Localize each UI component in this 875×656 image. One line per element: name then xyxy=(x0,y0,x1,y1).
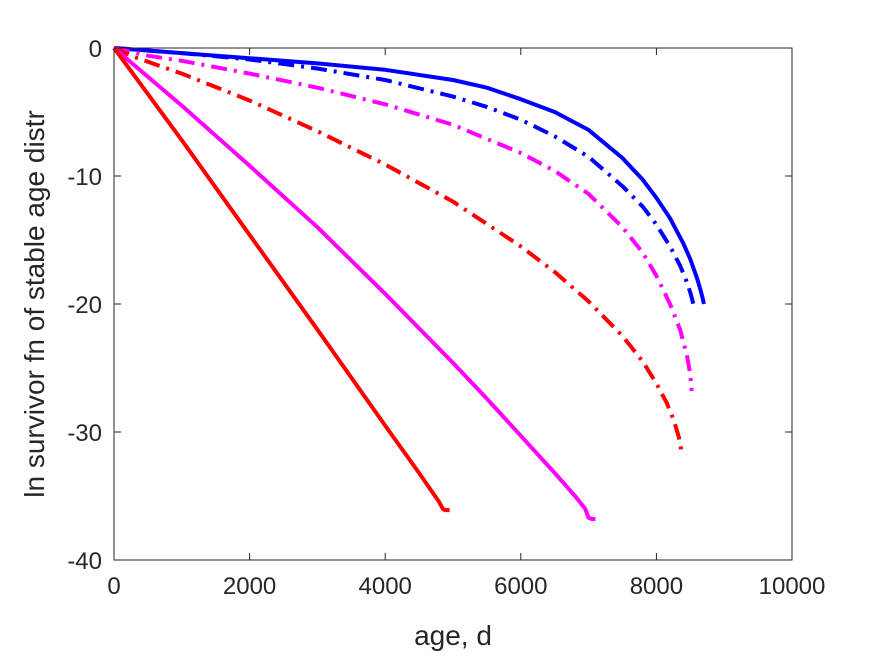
y-tick-label: -30 xyxy=(67,420,102,447)
x-tick-label: 8000 xyxy=(630,573,683,600)
y-tick-label: 0 xyxy=(89,36,102,63)
y-tick-label: -20 xyxy=(67,292,102,319)
y-tick-label: -40 xyxy=(67,548,102,575)
x-axis-label: age, d xyxy=(414,620,492,651)
series-line-4 xyxy=(113,46,684,453)
x-tick-label: 4000 xyxy=(359,573,412,600)
plot-background xyxy=(114,48,792,560)
y-tick-label: -10 xyxy=(67,164,102,191)
y-axis-label: ln survivor fn of stable age distr xyxy=(19,110,50,498)
series-layer xyxy=(112,46,706,521)
x-tick-label: 0 xyxy=(107,573,120,600)
x-tick-label: 6000 xyxy=(494,573,547,600)
series-line-6 xyxy=(112,46,450,513)
series-line-3 xyxy=(113,46,694,392)
x-tick-label: 2000 xyxy=(223,573,276,600)
x-tick-label: 10000 xyxy=(759,573,826,600)
series-line-1 xyxy=(113,46,697,310)
series-line-2 xyxy=(113,46,706,305)
tick-layer: 0 2000 4000 6000 8000 10000 0 -10 -20 -30 -40 xyxy=(67,36,825,600)
series-line-5 xyxy=(112,46,596,521)
